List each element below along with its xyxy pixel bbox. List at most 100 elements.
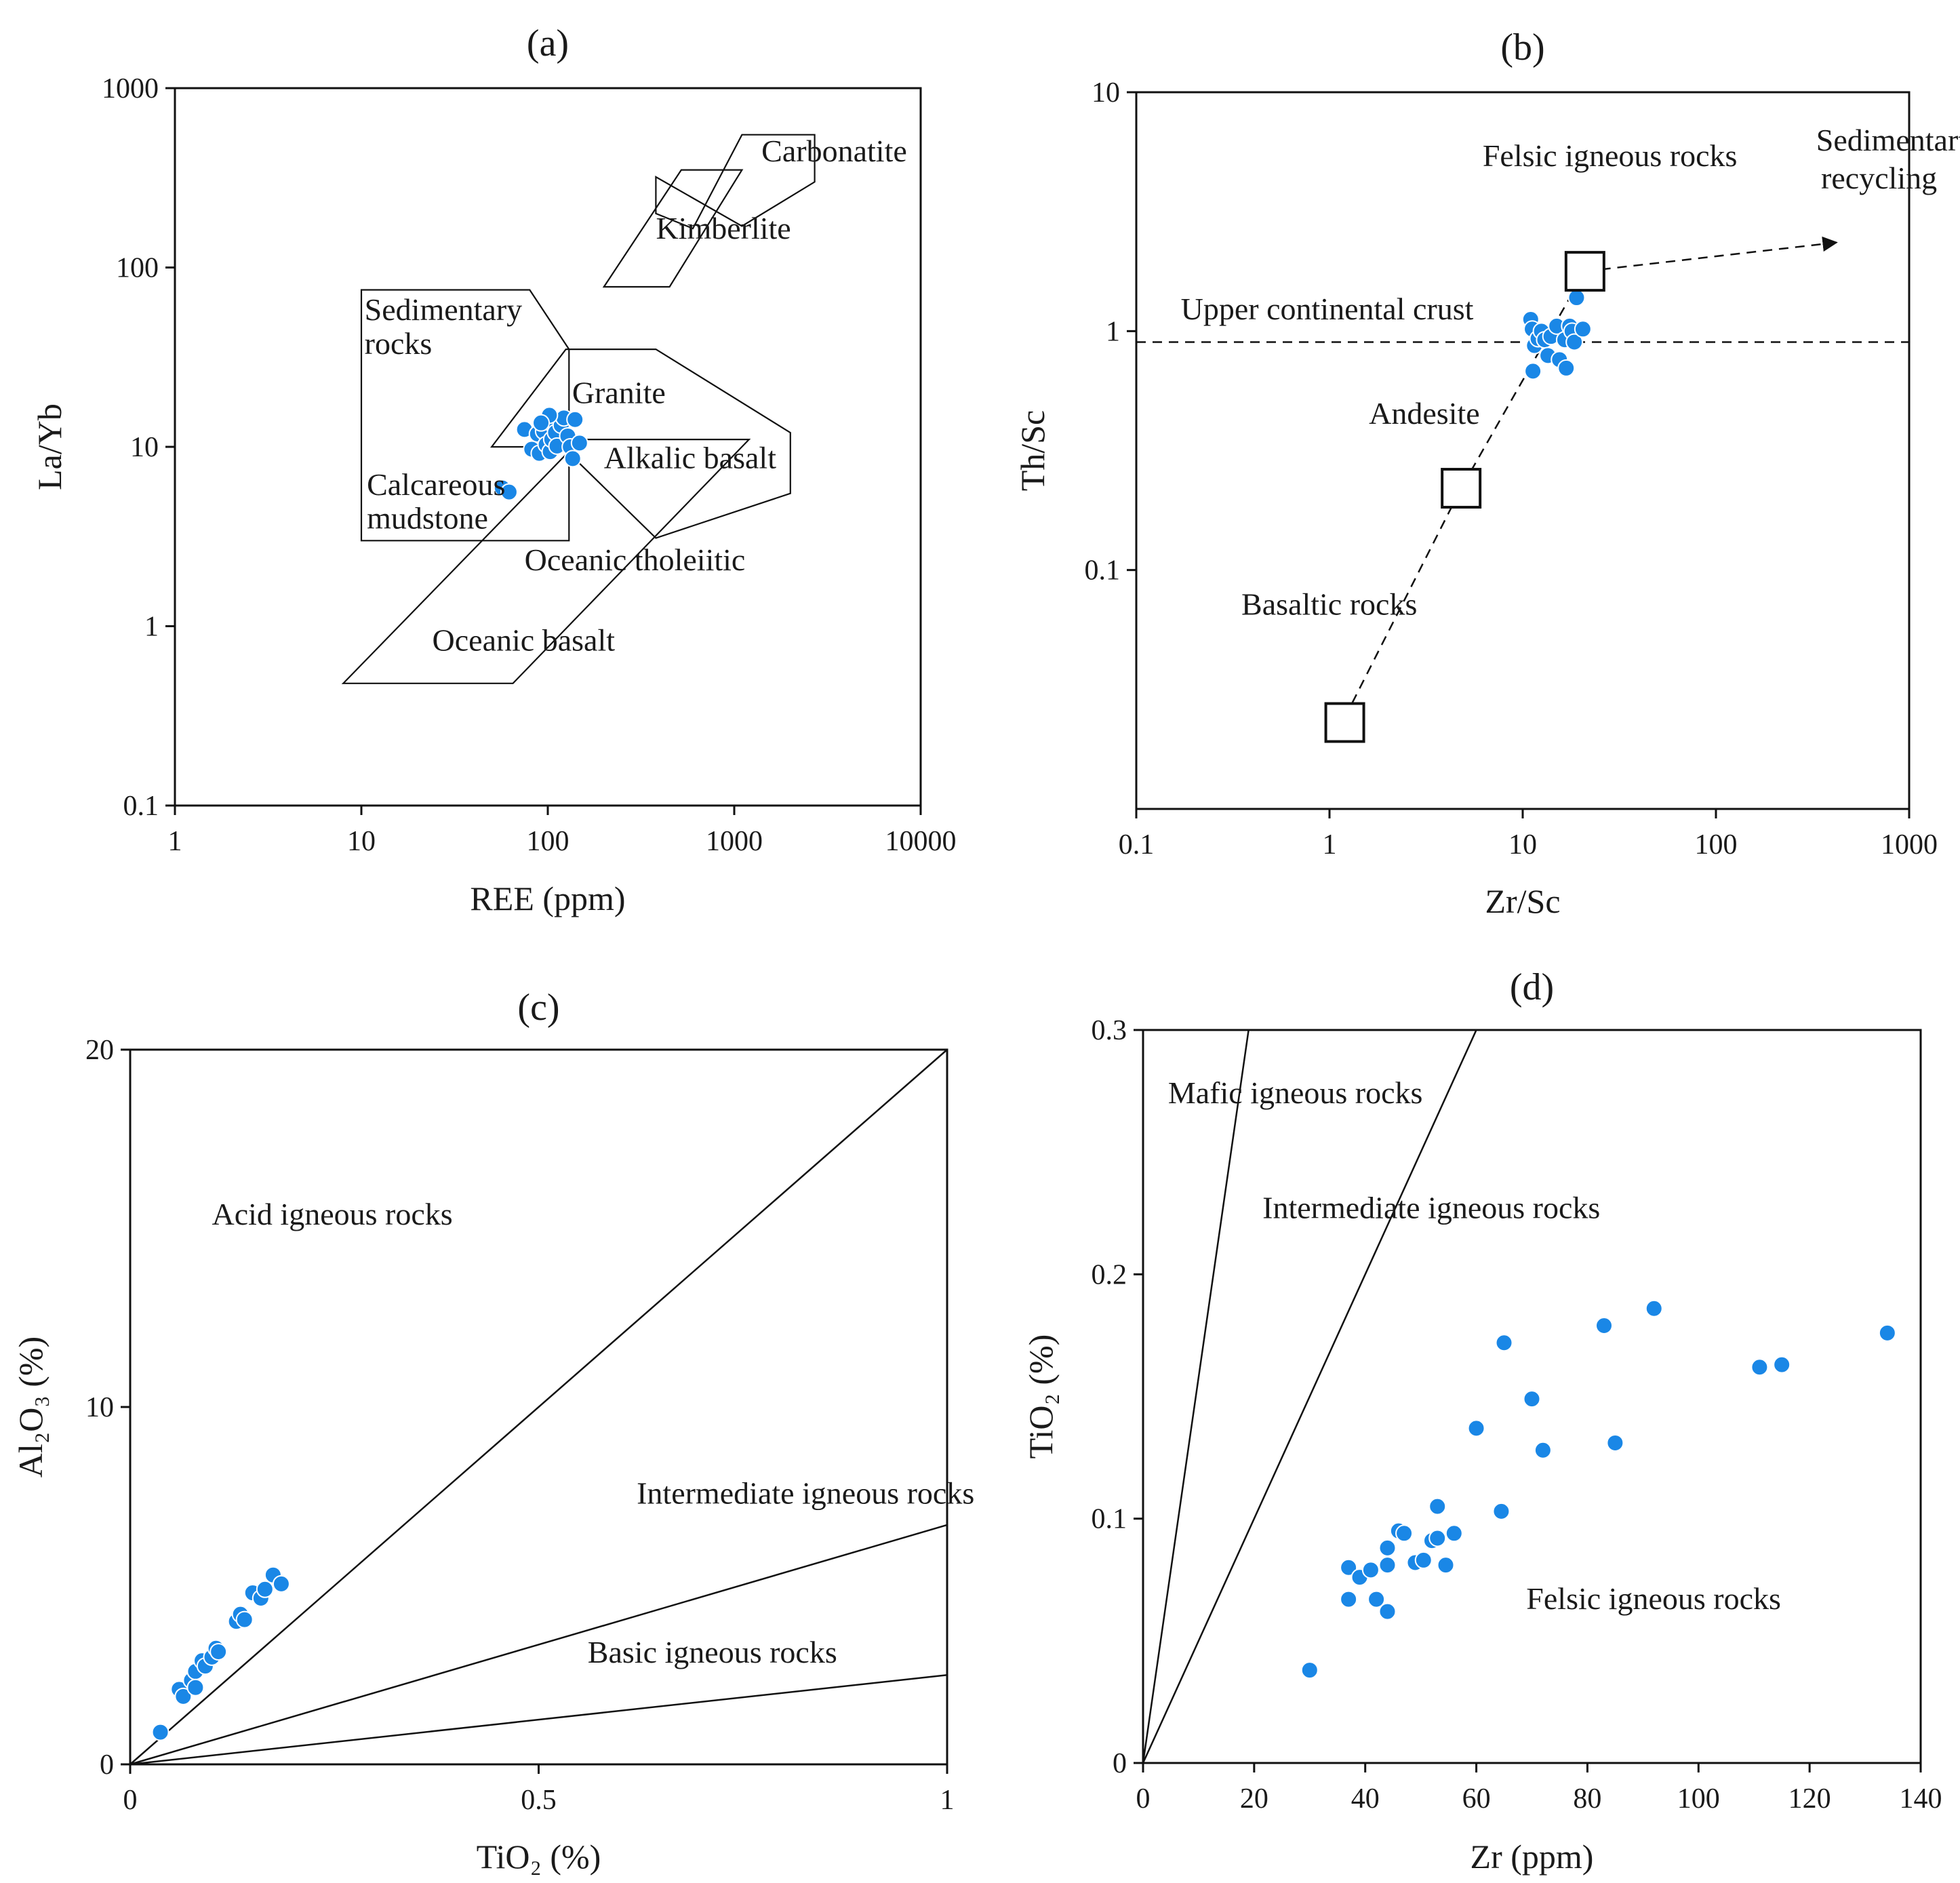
data-point: [1467, 1419, 1485, 1438]
region-label: Intermediate igneous rocks: [637, 1475, 974, 1510]
data-point: [1878, 1324, 1896, 1342]
panel-title: (c): [517, 987, 559, 1029]
y-tick-label: 1000: [102, 73, 159, 104]
data-point: [1495, 1334, 1513, 1352]
data-point: [272, 1574, 290, 1593]
y-tick-label: 10: [130, 432, 159, 463]
x-tick-label: 140: [1900, 1783, 1942, 1815]
x-tick-label: 1: [168, 826, 182, 857]
field-boundary: [602, 169, 744, 288]
region-label: Sedimentary: [365, 292, 523, 327]
region-label: Alkalic basalt: [604, 441, 776, 475]
y-tick-label: 10: [85, 1392, 114, 1423]
x-tick-label: 10: [1508, 829, 1537, 860]
boundary-line: [129, 1674, 948, 1766]
data-point: [1300, 1661, 1319, 1680]
x-tick-label: 100: [1695, 829, 1738, 860]
x-tick-label: 100: [1677, 1783, 1720, 1815]
region-label: Carbonatite: [761, 134, 907, 168]
x-tick-label: 1: [1323, 829, 1337, 860]
panel-title: (b): [1500, 26, 1544, 68]
x-tick-label: 10000: [885, 826, 957, 857]
reference-box: [1564, 251, 1605, 292]
data-point: [1395, 1524, 1414, 1543]
x-tick-label: 10: [347, 826, 376, 857]
data-point: [566, 410, 584, 429]
data-point: [1595, 1317, 1614, 1335]
plot-frame: [1142, 1029, 1922, 1764]
panel-title: (a): [527, 22, 569, 64]
panel-a: (a) 1 10 100 1000 10000 0.1 1 10 100 1000 REE (ppm)…: [31, 22, 957, 917]
x-tick-label: 1000: [706, 826, 763, 857]
reference-box: [1441, 468, 1482, 509]
y-tick-label: 0.1: [1085, 555, 1121, 587]
y-tick-label: 0.1: [123, 791, 159, 822]
panel-title: (d): [1510, 966, 1554, 1008]
region-label: Calcareous: [367, 467, 505, 502]
data-point: [1523, 1390, 1541, 1408]
data-point: [1773, 1355, 1791, 1374]
x-axis-label: Zr (ppm): [1471, 1838, 1594, 1876]
data-point: [1445, 1524, 1463, 1543]
region-label: Felsic igneous rocks: [1526, 1581, 1781, 1616]
data-point: [1574, 320, 1592, 338]
region-label: Oceanic basalt: [433, 623, 616, 658]
data-point: [500, 483, 518, 501]
region-label: Kimberlite: [656, 211, 791, 245]
field-boundary: [341, 438, 751, 684]
data-point: [235, 1610, 254, 1629]
data-point: [1524, 362, 1542, 380]
data-point: [1378, 1556, 1397, 1574]
region-label: Andesite: [1369, 396, 1480, 431]
x-tick-label: 40: [1351, 1783, 1380, 1815]
boundary-line: [1142, 1029, 1477, 1764]
x-axis-label: Zr/Sc: [1485, 882, 1560, 920]
y-tick-label: 10: [1092, 77, 1120, 108]
x-tick-label: 0: [1136, 1783, 1151, 1815]
region-label: mudstone: [367, 501, 488, 536]
x-tick-label: 0: [123, 1785, 138, 1816]
y-axis-label: Al₂O₃ (%): [12, 1336, 49, 1478]
region-label: Basic igneous rocks: [588, 1635, 837, 1669]
data-point: [1492, 1502, 1511, 1520]
y-axis-label: La/Yb: [31, 403, 68, 490]
data-point: [1414, 1551, 1433, 1569]
data-point: [186, 1678, 205, 1697]
data-point: [1567, 289, 1586, 307]
reference-box: [1324, 702, 1365, 743]
data-point: [1378, 1602, 1397, 1621]
y-tick-label: 0.1: [1092, 1504, 1127, 1535]
field-boundary: [360, 289, 570, 542]
data-point: [532, 414, 551, 432]
data-point: [1645, 1299, 1663, 1317]
x-tick-label: 0.5: [521, 1785, 557, 1816]
data-point: [1606, 1433, 1624, 1452]
x-tick-label: 100: [527, 826, 569, 857]
data-point: [209, 1642, 228, 1661]
region-label: Granite: [572, 376, 666, 410]
boundary-line: [1142, 1029, 1249, 1764]
plot-frame: [1135, 91, 1911, 810]
x-axis-label: TiO₂ (%): [477, 1838, 601, 1876]
region-label: Mafic igneous rocks: [1168, 1075, 1423, 1110]
region-label: Oceanic tholeiitic: [525, 542, 746, 577]
y-tick-label: 100: [116, 253, 159, 284]
data-point: [1367, 1590, 1386, 1608]
x-axis-label: REE (ppm): [470, 879, 625, 917]
region-label: rocks: [365, 326, 433, 361]
data-point: [174, 1687, 193, 1705]
data-point: [1534, 1441, 1552, 1459]
x-tick-label: 0.1: [1119, 829, 1155, 860]
y-tick-label: 0: [100, 1749, 114, 1781]
y-tick-label: 0.2: [1092, 1259, 1127, 1290]
data-point: [1565, 333, 1584, 351]
y-tick-label: 20: [85, 1035, 114, 1066]
panel-b: (b) 0.1 1 10 100 1000 0.1 1 10 Zr/Sc Th/Sc Felsic i…: [1014, 26, 1960, 920]
region-label: Upper continental crust: [1181, 292, 1474, 326]
y-tick-label: 1: [1106, 316, 1120, 347]
recycling-arrow: [1584, 236, 1838, 273]
x-tick-label: 1000: [1881, 829, 1938, 860]
region-label: Intermediate igneous rocks: [1262, 1190, 1600, 1225]
